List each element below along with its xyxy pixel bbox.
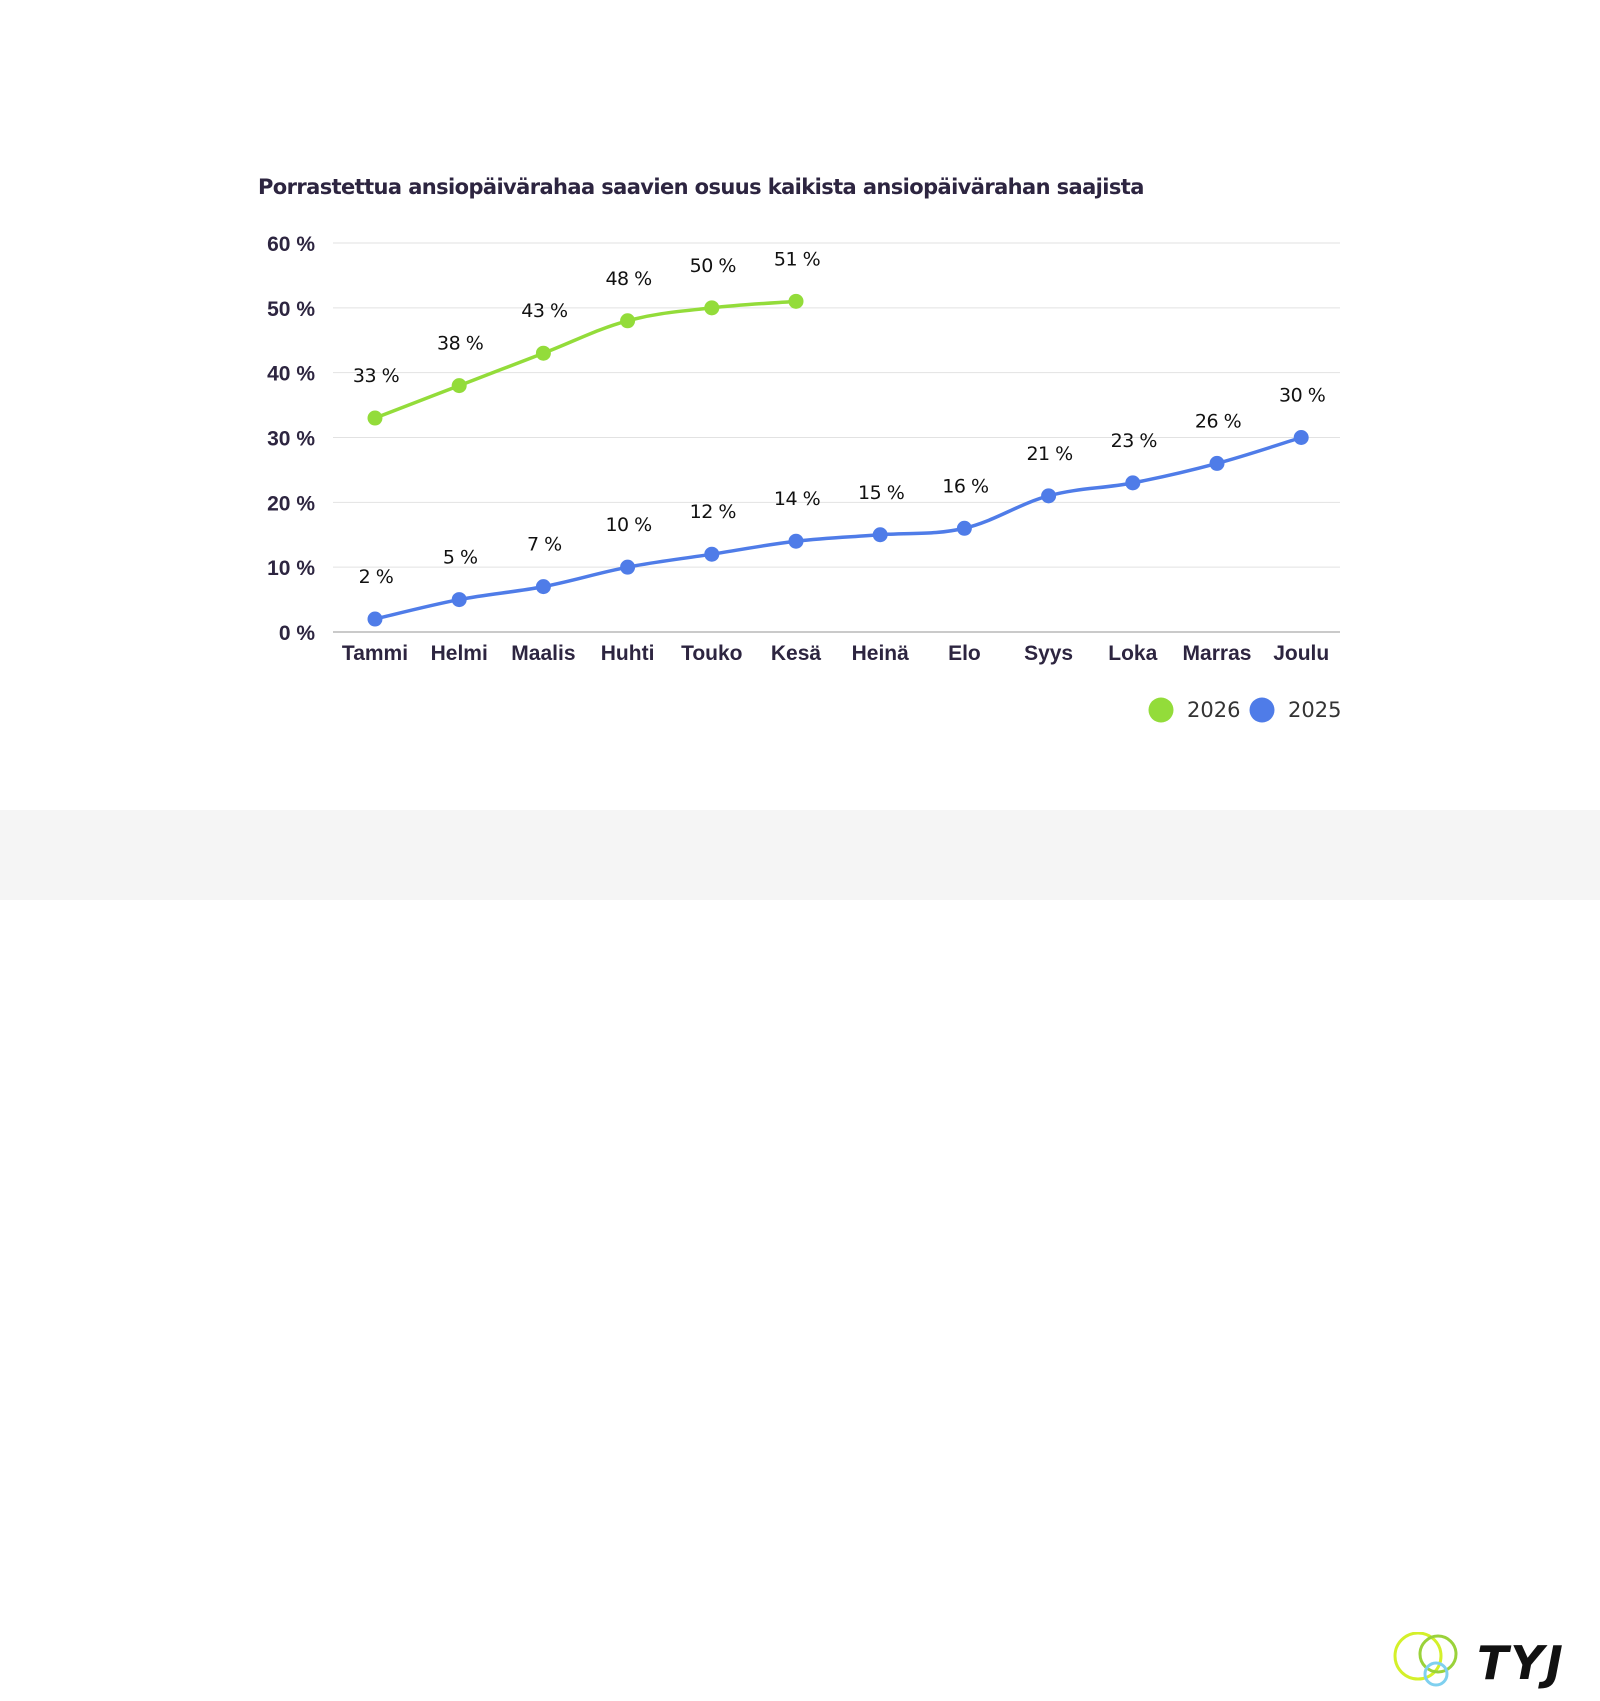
legend-marker-2026 [1148,697,1174,723]
footer-bar: TYJ [0,810,1600,1690]
x-tick-label: Touko [681,642,742,665]
data-point-2025 [1293,430,1309,445]
y-tick-label: 20 % [267,492,315,515]
data-point-2025 [1125,475,1141,491]
x-tick-label: Heinä [852,642,910,665]
x-tick-label: Huhti [601,642,655,665]
data-label: 43 % [521,300,567,322]
x-axis-ticks: Tammi Helmi Maalis Huhti Touko Kesä Heinä Elo Sy… [342,642,1329,665]
x-tick-label: Helmi [431,642,488,665]
y-tick-label: 0 % [279,622,316,645]
data-label: 23 % [1111,430,1157,452]
data-label: 10 % [605,514,651,536]
data-point-2025 [872,527,888,543]
data-point-2025 [704,546,720,562]
data-point-2025 [620,559,636,575]
data-point-2026 [620,313,636,329]
x-tick-label: Maalis [511,642,575,665]
data-label: 5 % [443,547,478,569]
data-label: 26 % [1195,410,1241,432]
data-label: 14 % [774,488,820,510]
x-tick-label: Joulu [1273,642,1329,665]
data-label: 7 % [527,534,562,556]
data-label: 38 % [437,333,483,355]
series-line-2026 [373,299,798,420]
logo-text: TYJ [1477,1636,1565,1690]
data-point-2026 [788,293,804,309]
data-label: 33 % [353,365,399,387]
series-lines [367,293,1309,627]
data-point-2026 [704,300,720,316]
data-label: 51 % [774,248,820,270]
x-tick-label: Loka [1108,642,1157,665]
y-tick-label: 50 % [267,298,315,321]
legend-label-2025: 2025 [1288,698,1341,722]
x-tick-label: Marras [1183,642,1252,665]
gridlines [333,242,1340,633]
data-point-2025 [956,520,972,536]
data-label: 15 % [858,482,904,504]
legend-marker-2025 [1249,697,1275,723]
data-point-2026 [535,345,551,361]
tyj-logo: TYJ [1392,1631,1572,1696]
data-label: 50 % [690,255,736,277]
data-point-2025 [367,611,383,627]
data-point-2025 [788,533,804,549]
y-axis-ticks: 0 % 10 % 20 % 30 % 40 % 50 % 60 % [267,233,315,645]
y-tick-label: 10 % [267,557,315,580]
data-labels: 33 % 38 % 43 % 48 % 50 % 51 % 2 % 5 % 7 % 10 % 12 … [353,248,1326,588]
legend-label-2026: 2026 [1187,698,1240,722]
chart-title: Porrastettua ansiopäivärahaa saavien osu… [258,175,1144,199]
data-label: 21 % [1026,443,1072,465]
data-point-2025 [1209,455,1225,471]
x-tick-label: Kesä [771,642,822,665]
data-point-2026 [367,410,383,426]
x-tick-label: Tammi [342,642,408,665]
series-line-2025 [373,435,1303,621]
data-label: 12 % [690,501,736,523]
data-label: 30 % [1279,385,1325,407]
data-label: 2 % [359,566,394,588]
x-tick-label: Syys [1024,642,1073,665]
x-tick-label: Elo [948,642,981,665]
line-chart: 0 % 10 % 20 % 30 % 40 % 50 % 60 % Tammi Helmi Ma… [267,233,1341,723]
data-label: 16 % [942,475,988,497]
data-point-2025 [1041,488,1057,504]
data-point-2025 [451,592,467,608]
data-label: 48 % [605,268,651,290]
legend: 2026 2025 [1148,697,1341,723]
y-tick-label: 40 % [267,363,315,386]
rings-logo-icon [1393,1631,1458,1687]
data-point-2026 [451,378,467,394]
y-tick-label: 30 % [267,428,315,451]
data-point-2025 [535,579,551,595]
y-tick-label: 60 % [267,233,315,256]
